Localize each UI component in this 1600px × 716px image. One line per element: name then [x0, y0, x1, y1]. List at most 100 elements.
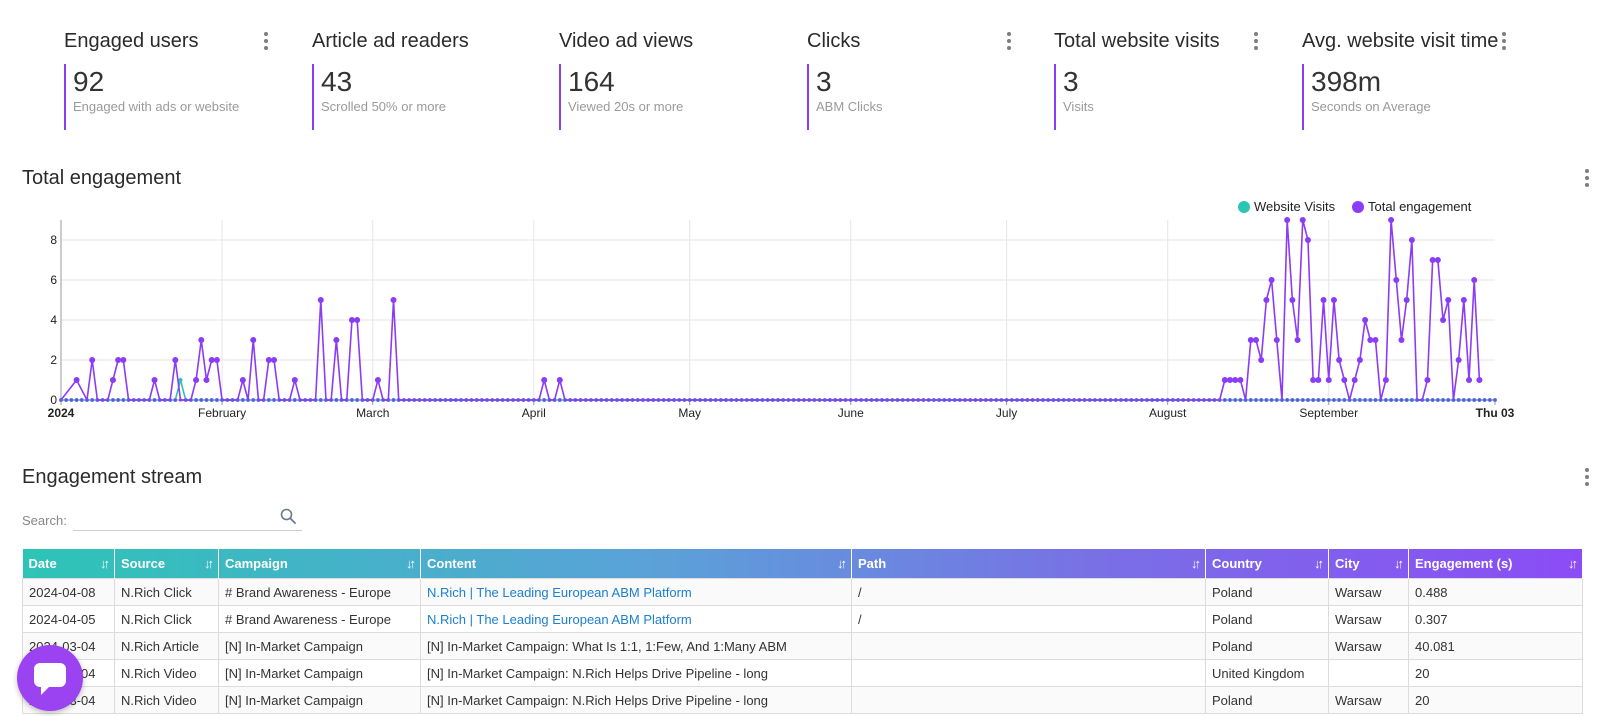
data-point-total-engagement [1186, 398, 1191, 402]
data-point-total-engagement [1440, 317, 1447, 323]
data-point-total-engagement [1114, 398, 1118, 402]
data-point-total-engagement [220, 398, 224, 402]
data-point-total-engagement [1290, 398, 1294, 402]
more-options-icon[interactable] [1006, 32, 1012, 50]
data-point-total-engagement [282, 398, 287, 402]
data-point-total-engagement [828, 398, 832, 402]
kpi-value: 164 [568, 66, 615, 97]
more-options-icon[interactable] [1584, 169, 1590, 189]
data-point-total-engagement [239, 377, 246, 383]
data-point-total-engagement [1353, 398, 1357, 402]
data-point-total-engagement [132, 398, 136, 402]
column-header-campaign[interactable]: Campaign ↓↑ [218, 549, 421, 579]
data-point-total-engagement [1098, 398, 1102, 402]
data-point-total-engagement [693, 398, 697, 402]
data-point-total-engagement [193, 377, 200, 383]
data-point-total-engagement [1394, 398, 1398, 402]
table-row[interactable]: 2024-03-04N.Rich Video[N] In-Market Camp… [22, 686, 1583, 714]
legend-marker [1352, 200, 1364, 213]
data-point-total-engagement [168, 398, 172, 402]
data-point-total-engagement [1051, 398, 1055, 402]
data-point-total-engagement [786, 398, 790, 402]
data-point-total-engagement [1405, 398, 1409, 402]
data-point-total-engagement [1041, 398, 1045, 402]
data-point-total-engagement [475, 398, 479, 402]
kpi-card-avg-visit-time: Avg. website visit time 398m Seconds on … [1302, 28, 1532, 132]
table-row[interactable]: 2024-03-04N.Rich Video[N] In-Market Camp… [22, 659, 1583, 687]
table-row[interactable]: 2024-04-08 N.Rich Click # Brand Awareness … [22, 578, 1583, 606]
kpi-title: Clicks [807, 30, 861, 52]
data-point-total-engagement [85, 398, 89, 402]
sort-icon[interactable]: ↓↑ [204, 556, 214, 571]
data-point-total-engagement [1010, 398, 1014, 402]
legend-label: Total engagement [1368, 199, 1472, 214]
data-point-total-engagement [109, 377, 116, 383]
data-point-total-engagement [1373, 398, 1378, 402]
column-header-city[interactable]: City ↓↑ [1328, 549, 1409, 579]
data-point-total-engagement [1289, 297, 1296, 303]
data-point-total-engagement [1441, 398, 1445, 402]
column-label: City [1335, 556, 1360, 571]
cell-campaign: [N] In-Market Campaign [218, 632, 421, 660]
data-point-total-engagement [1280, 398, 1284, 402]
kpi-body: 164 Viewed 20s or more [559, 64, 683, 130]
data-point-total-engagement [1212, 398, 1217, 402]
column-header-date[interactable]: Date ↓↑ [22, 549, 115, 579]
data-point-total-engagement [1315, 377, 1322, 383]
search-icon[interactable] [280, 508, 296, 524]
column-label: Engagement (s) [1415, 556, 1513, 571]
x-tick-label: May [678, 406, 701, 420]
content-link[interactable]: N.Rich | The Leading European ABM Platfo… [427, 584, 692, 600]
sort-icon[interactable]: ↓↑ [1191, 556, 1201, 571]
more-options-icon[interactable] [1253, 32, 1259, 50]
data-point-total-engagement [265, 357, 272, 363]
legend-total-engagement[interactable]: Total engagement [1352, 199, 1471, 214]
sort-icon[interactable]: ↓↑ [1568, 556, 1578, 571]
column-header-country[interactable]: Country ↓↑ [1205, 549, 1329, 579]
more-options-icon[interactable] [263, 32, 269, 50]
data-point-total-engagement [1259, 398, 1263, 402]
content-link[interactable]: N.Rich | The Leading European ABM Platfo… [427, 611, 692, 627]
search-input[interactable] [73, 504, 302, 531]
legend-website-visits[interactable]: Website Visits [1238, 199, 1335, 214]
table-row[interactable]: 2024-04-05 N.Rich Click # Brand Awareness … [22, 605, 1583, 633]
data-point-total-engagement [833, 398, 837, 402]
column-header-engagement[interactable]: Engagement (s) ↓↑ [1408, 549, 1583, 579]
column-header-source[interactable]: Source ↓↑ [114, 549, 219, 579]
column-label: Country [1212, 556, 1262, 571]
more-options-icon[interactable] [1584, 468, 1590, 488]
cell-path: / [851, 578, 1206, 606]
engagement-line-chart: 0 2 4 6 8 2024 February March April May June July A… [48, 217, 1515, 420]
data-point-total-engagement [1176, 398, 1180, 402]
data-point-total-engagement [374, 377, 381, 383]
data-point-total-engagement [354, 317, 361, 323]
column-header-content[interactable]: Content ↓↑ [420, 549, 852, 579]
sort-icon[interactable]: ↓↑ [406, 556, 416, 571]
data-point-total-engagement [317, 297, 324, 303]
data-point-total-engagement [391, 398, 396, 402]
data-point-total-engagement [1268, 277, 1275, 283]
sort-icon[interactable]: ↓↑ [837, 556, 847, 571]
data-point-total-engagement [74, 398, 79, 402]
data-point-total-engagement [1362, 317, 1369, 323]
data-point-total-engagement [1457, 398, 1461, 402]
column-header-path[interactable]: Path ↓↑ [851, 549, 1206, 579]
data-point-total-engagement [1223, 398, 1227, 402]
table-row[interactable]: 2024-03-04 N.Rich Article [N] In-Market Ca… [22, 632, 1583, 660]
data-point-total-engagement [506, 398, 510, 402]
data-point-total-engagement [1446, 398, 1450, 402]
more-options-icon[interactable] [1501, 32, 1507, 50]
chat-button[interactable] [17, 645, 83, 711]
data-point-total-engagement [199, 398, 203, 402]
data-point-total-engagement [1306, 398, 1310, 402]
x-tick-label: Thu 03 [1476, 406, 1515, 420]
sort-icon[interactable]: ↓↑ [1394, 556, 1404, 571]
sort-icon[interactable]: ↓↑ [100, 556, 110, 571]
data-point-total-engagement [989, 398, 993, 402]
data-point-total-engagement [1471, 277, 1478, 283]
data-point-total-engagement [1269, 398, 1274, 402]
cell-city: Warsaw [1328, 605, 1409, 633]
data-point-total-engagement [277, 398, 281, 402]
data-point-total-engagement [1093, 398, 1097, 402]
sort-icon[interactable]: ↓↑ [1314, 556, 1324, 571]
